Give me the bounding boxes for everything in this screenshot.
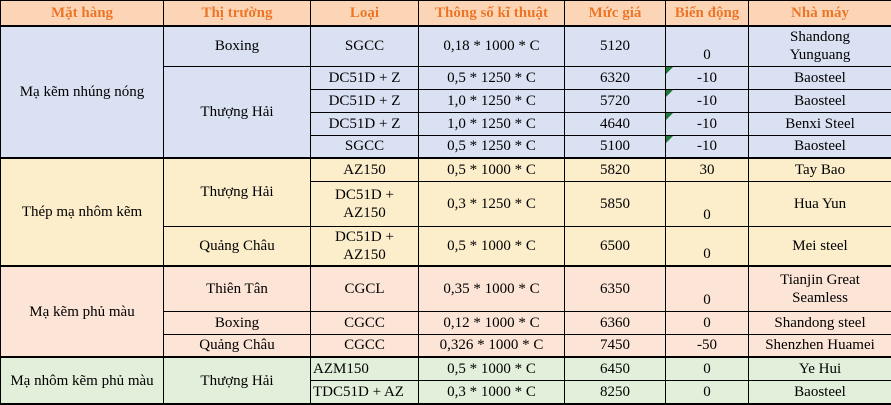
spec-cell[interactable]: 0,5 * 1250 * C	[419, 66, 565, 89]
table-row: Mạ nhôm kẽm phủ màu Thượng Hải AZM150 0,…	[1, 357, 891, 380]
price-cell[interactable]: 6320	[565, 66, 666, 89]
factory-cell[interactable]: Tay Bao	[749, 158, 891, 181]
type-cell[interactable]: CGCL	[311, 266, 419, 311]
header-price[interactable]: Mức giá	[565, 1, 666, 27]
spec-cell[interactable]: 0,3 * 1000 * C	[419, 380, 565, 404]
change-cell[interactable]: -10	[666, 112, 749, 135]
price-cell[interactable]: 7450	[565, 334, 666, 357]
factory-cell[interactable]: Baosteel	[749, 380, 891, 404]
price-cell[interactable]: 5850	[565, 181, 666, 226]
error-indicator-icon	[666, 67, 673, 74]
header-change[interactable]: Biến động	[666, 1, 749, 27]
change-cell[interactable]: -50	[666, 334, 749, 357]
spec-cell[interactable]: 1,0 * 1250 * C	[419, 112, 565, 135]
market-cell[interactable]: Thượng Hải	[164, 357, 311, 404]
table-row: Mạ kẽm nhúng nóng Boxing SGCC 0,18 * 100…	[1, 26, 891, 66]
factory-cell[interactable]: Mei steel	[749, 226, 891, 266]
table-row: Thép mạ nhôm kẽm Thượng Hải AZ150 0,5 * …	[1, 158, 891, 181]
factory-cell[interactable]: Shandong Yunguang	[749, 26, 891, 66]
price-cell[interactable]: 6360	[565, 311, 666, 334]
table-header: Mặt hàng Thị trường Loại Thông số kĩ thu…	[1, 1, 891, 27]
change-value: -10	[697, 138, 717, 154]
type-cell[interactable]: AZ150	[311, 158, 419, 181]
header-factory[interactable]: Nhà máy	[749, 1, 891, 27]
type-cell[interactable]: CGCC	[311, 311, 419, 334]
price-cell[interactable]: 5100	[565, 135, 666, 158]
error-indicator-icon	[666, 136, 673, 143]
type-cell[interactable]: DC51D + Z	[311, 89, 419, 112]
price-cell[interactable]: 4640	[565, 112, 666, 135]
header-row: Mặt hàng Thị trường Loại Thông số kĩ thu…	[1, 1, 891, 27]
price-cell[interactable]: 5720	[565, 89, 666, 112]
market-cell[interactable]: Quảng Châu	[164, 334, 311, 357]
factory-cell[interactable]: Shenzhen Huamei	[749, 334, 891, 357]
market-cell[interactable]: Quảng Châu	[164, 226, 311, 266]
type-cell[interactable]: DC51D + AZ150	[311, 181, 419, 226]
price-cell[interactable]: 5120	[565, 26, 666, 66]
change-value: -10	[697, 116, 717, 132]
header-spec[interactable]: Thông số kĩ thuật	[419, 1, 565, 27]
error-indicator-icon	[666, 113, 673, 120]
price-cell[interactable]: 6500	[565, 226, 666, 266]
spec-cell[interactable]: 0,5 * 1000 * C	[419, 226, 565, 266]
change-value: -10	[697, 70, 717, 86]
change-cell[interactable]: 0	[666, 226, 749, 266]
type-cell[interactable]: DC51D + Z	[311, 66, 419, 89]
spec-cell[interactable]: 0,12 * 1000 * C	[419, 311, 565, 334]
factory-cell[interactable]: Baosteel	[749, 135, 891, 158]
price-cell[interactable]: 6350	[565, 266, 666, 311]
spec-cell[interactable]: 1,0 * 1250 * C	[419, 89, 565, 112]
price-cell[interactable]: 5820	[565, 158, 666, 181]
price-cell[interactable]: 8250	[565, 380, 666, 404]
market-cell[interactable]: Thiên Tân	[164, 266, 311, 311]
spec-cell[interactable]: 0,5 * 1000 * C	[419, 158, 565, 181]
table-row: Mạ kẽm phủ màu Thiên Tân CGCL 0,35 * 100…	[1, 266, 891, 311]
factory-cell[interactable]: Ye Hui	[749, 357, 891, 380]
type-cell[interactable]: CGCC	[311, 334, 419, 357]
change-cell[interactable]: 0	[666, 26, 749, 66]
spec-cell[interactable]: 0,35 * 1000 * C	[419, 266, 565, 311]
change-cell[interactable]: 0	[666, 357, 749, 380]
market-cell[interactable]: Boxing	[164, 26, 311, 66]
market-cell[interactable]: Thượng Hải	[164, 66, 311, 158]
product-cell[interactable]: Mạ kẽm nhúng nóng	[1, 26, 164, 158]
change-cell[interactable]: -10	[666, 135, 749, 158]
type-cell[interactable]: TDC51D + AZ	[311, 380, 419, 404]
type-cell[interactable]: AZM150	[311, 357, 419, 380]
factory-cell[interactable]: Hua Yun	[749, 181, 891, 226]
market-cell[interactable]: Boxing	[164, 311, 311, 334]
market-cell[interactable]: Thượng Hải	[164, 158, 311, 226]
product-cell[interactable]: Mạ kẽm phủ màu	[1, 266, 164, 357]
header-type[interactable]: Loại	[311, 1, 419, 27]
change-cell[interactable]: 30	[666, 158, 749, 181]
factory-cell[interactable]: Shandong steel	[749, 311, 891, 334]
change-cell[interactable]: -10	[666, 66, 749, 89]
header-product[interactable]: Mặt hàng	[1, 1, 164, 27]
type-cell[interactable]: SGCC	[311, 26, 419, 66]
factory-cell[interactable]: Baosteel	[749, 89, 891, 112]
price-cell[interactable]: 6450	[565, 357, 666, 380]
product-cell[interactable]: Thép mạ nhôm kẽm	[1, 158, 164, 266]
change-cell[interactable]: 0	[666, 181, 749, 226]
change-value: -10	[697, 93, 717, 109]
change-cell[interactable]: 0	[666, 311, 749, 334]
spec-cell[interactable]: 0,5 * 1250 * C	[419, 135, 565, 158]
header-market[interactable]: Thị trường	[164, 1, 311, 27]
change-cell[interactable]: 0	[666, 266, 749, 311]
change-cell[interactable]: -10	[666, 89, 749, 112]
spec-cell[interactable]: 0,326 * 1000 * C	[419, 334, 565, 357]
type-cell[interactable]: DC51D + Z	[311, 112, 419, 135]
factory-cell[interactable]: Tianjin Great Seamless	[749, 266, 891, 311]
type-cell[interactable]: DC51D + AZ150	[311, 226, 419, 266]
type-cell[interactable]: SGCC	[311, 135, 419, 158]
spec-cell[interactable]: 0,3 * 1250 * C	[419, 181, 565, 226]
factory-cell[interactable]: Benxi Steel	[749, 112, 891, 135]
factory-cell[interactable]: Baosteel	[749, 66, 891, 89]
product-cell[interactable]: Mạ nhôm kẽm phủ màu	[1, 357, 164, 404]
error-indicator-icon	[666, 90, 673, 97]
change-cell[interactable]: 0	[666, 380, 749, 404]
spec-cell[interactable]: 0,18 * 1000 * C	[419, 26, 565, 66]
spec-cell[interactable]: 0,5 * 1000 * C	[419, 357, 565, 380]
